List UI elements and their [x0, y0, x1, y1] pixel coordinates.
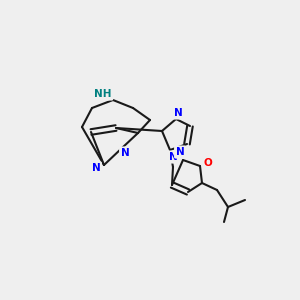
Text: O: O — [204, 158, 212, 168]
Text: N: N — [169, 152, 177, 162]
Text: N: N — [174, 108, 182, 118]
Text: N: N — [92, 163, 100, 173]
Text: N: N — [176, 147, 184, 157]
Text: N: N — [121, 148, 129, 158]
Text: NH: NH — [94, 89, 112, 99]
